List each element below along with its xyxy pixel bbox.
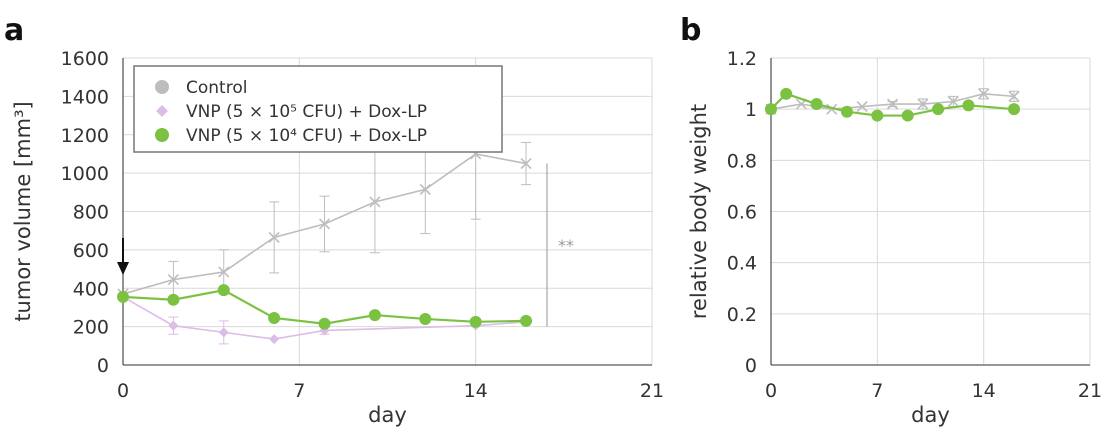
- x-tick-label: 7: [871, 380, 883, 402]
- data-point: [167, 274, 179, 286]
- significance-marker: **: [558, 236, 574, 255]
- y-tick-label: 0.4: [727, 253, 757, 275]
- legend-label: VNP (5 × 10⁴ CFU) + Dox-LP: [186, 126, 427, 146]
- data-point: [765, 103, 777, 116]
- data-point: [117, 290, 129, 303]
- data-point: [318, 317, 331, 330]
- x-tick-label: 21: [1078, 380, 1102, 402]
- y-tick-label: 800: [73, 202, 109, 224]
- data-point: [167, 293, 180, 306]
- data-point: [268, 311, 281, 324]
- panel-letter-b: b: [680, 13, 701, 48]
- data-point: [168, 320, 179, 331]
- y-tick-label: 1: [745, 99, 757, 121]
- x-tick-label: 7: [293, 380, 305, 402]
- y-tick-label: 1.2: [727, 48, 757, 70]
- chart-panel-b: 0 0.2 0.4 0.6 0.8 1 1.2 0 7 14 21 day relative body …: [687, 48, 1102, 427]
- data-point: [269, 334, 280, 345]
- x-tick-label: 0: [765, 380, 777, 402]
- panel-letter-a: a: [4, 13, 24, 48]
- legend-label: VNP (5 × 10⁵ CFU) + Dox-LP: [186, 102, 427, 122]
- x-axis-label: day: [911, 403, 950, 427]
- legend-label: Control: [186, 78, 247, 98]
- y-tick-label: 400: [73, 278, 109, 300]
- y-axis-label: tumor volume [mm³]: [11, 101, 35, 321]
- legend-box: [133, 65, 503, 153]
- data-point: [419, 312, 432, 325]
- data-point: [886, 98, 899, 110]
- y-tick-label: 1200: [61, 125, 109, 147]
- y-tick-label: 600: [73, 240, 109, 262]
- y-tick-label: 0: [97, 355, 109, 377]
- grid-lines: [771, 57, 1091, 365]
- y-tick-label: 1000: [61, 163, 109, 185]
- data-point: [218, 327, 229, 338]
- data-point: [419, 183, 431, 195]
- x-tick-label: 14: [972, 380, 996, 402]
- data-point: [520, 157, 532, 170]
- series-vnp_low: [765, 87, 1021, 122]
- data-point: [217, 284, 230, 297]
- legend-marker: [155, 80, 169, 94]
- y-tick-label: 1400: [61, 86, 109, 108]
- x-tick-label: 21: [640, 380, 664, 402]
- data-point: [368, 309, 381, 322]
- y-tick-label: 0.8: [727, 150, 757, 172]
- series-vnp_low: [117, 284, 533, 330]
- legend-marker: [156, 105, 168, 117]
- data-point: [978, 88, 990, 100]
- y-tick-label: 200: [73, 317, 109, 339]
- data-point: [871, 109, 884, 122]
- data-point: [318, 218, 331, 230]
- data-point: [917, 98, 929, 110]
- chart-panel-a: 0 200 400 600 800 1000 1200 1400 1600 0 7 14 21 day tu…: [11, 48, 664, 427]
- series-control: [765, 88, 1020, 115]
- data-point: [469, 315, 482, 328]
- data-point: [901, 109, 914, 122]
- legend-marker: [155, 128, 169, 142]
- y-tick-label: 0.2: [727, 304, 757, 326]
- y-tick-label: 0.6: [727, 202, 757, 224]
- treatment-arrow-head: [117, 262, 129, 275]
- data-point: [520, 314, 533, 327]
- x-tick-label: 0: [117, 380, 129, 402]
- x-tick-label: 14: [464, 380, 488, 402]
- data-point: [856, 101, 868, 113]
- y-tick-label: 1600: [61, 48, 109, 70]
- data-point: [1008, 103, 1021, 116]
- data-point: [268, 231, 280, 243]
- data-point: [962, 99, 975, 112]
- data-point: [218, 266, 230, 278]
- data-point: [947, 95, 959, 108]
- data-point: [810, 98, 823, 111]
- x-axis-label: day: [368, 403, 407, 427]
- y-axis-label: relative body weight: [687, 104, 711, 319]
- y-tick-label: 0: [745, 355, 757, 377]
- data-point: [780, 87, 793, 100]
- data-point: [369, 196, 381, 208]
- data-point: [932, 103, 945, 116]
- legend: Control VNP (5 × 10⁵ CFU) + Dox-LP VNP (5 …: [133, 65, 503, 153]
- data-point: [1008, 90, 1020, 102]
- data-point: [826, 103, 838, 115]
- data-point: [840, 105, 853, 118]
